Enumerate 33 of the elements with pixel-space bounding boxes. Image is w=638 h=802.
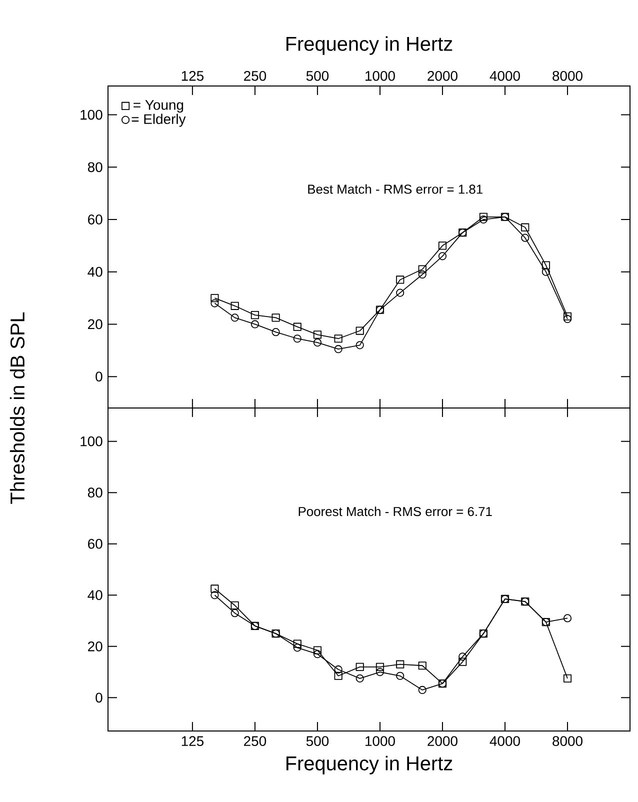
- y-tick-label: 20: [88, 641, 102, 652]
- x-tick-label: 250: [244, 736, 266, 746]
- x-tick-label: 8000: [552, 736, 582, 746]
- x-tick-label: 250: [244, 70, 266, 81]
- y-tick-label: 80: [88, 488, 102, 498]
- y-tick-label: 0: [96, 692, 102, 703]
- y-axis-title: Thresholds in dB SPL: [10, 312, 25, 504]
- y-tick-label: 0: [96, 372, 102, 382]
- y-tick-label: 60: [88, 538, 102, 549]
- legend-label: = Elderly: [132, 114, 186, 127]
- y-tick-label: 40: [88, 266, 102, 277]
- y-tick-label: 80: [88, 162, 102, 172]
- y-tick-label: 60: [88, 214, 102, 224]
- x-axis-title: Frequency in Hertz: [286, 36, 452, 55]
- x-tick-label: 1000: [366, 736, 395, 746]
- x-tick-label: 2000: [428, 70, 458, 81]
- x-tick-label: 500: [306, 70, 329, 81]
- x-tick-label: 125: [182, 736, 204, 746]
- x-tick-label: 500: [306, 736, 329, 746]
- x-tick-label: 125: [182, 70, 204, 81]
- legend-label: = Young: [134, 100, 184, 113]
- x-tick-label: 8000: [552, 70, 582, 81]
- x-tick-label: 4000: [490, 70, 520, 81]
- y-tick-label: 20: [88, 319, 102, 330]
- annotation: Poorest Match - RMS error = 6.71: [298, 506, 492, 516]
- x-axis-title: Frequency in Hertz: [286, 756, 452, 774]
- x-tick-label: 4000: [490, 736, 520, 746]
- y-tick-label: 100: [80, 110, 102, 120]
- x-tick-label: 2000: [428, 736, 458, 746]
- y-tick-label: 40: [88, 590, 102, 600]
- x-tick-label: 1000: [366, 70, 395, 81]
- y-tick-label: 100: [80, 436, 102, 446]
- annotation: Best Match - RMS error = 1.81: [308, 184, 482, 194]
